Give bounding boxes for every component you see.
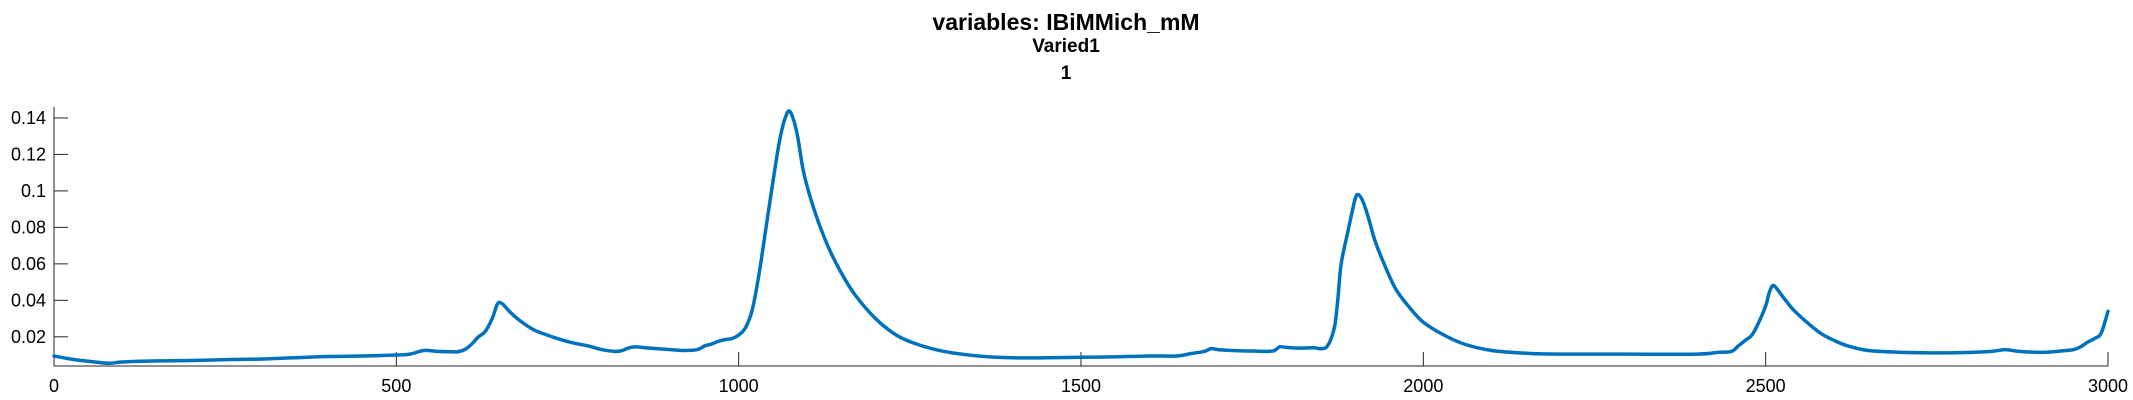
y-ticks: 0.02 0.04 0.06 0.08 0.1 0.12 0.14	[11, 108, 68, 347]
x-tick-label: 3000	[2088, 376, 2128, 396]
x-tick-label: 1500	[1061, 376, 1101, 396]
y-tick-label: 0.02	[11, 327, 46, 347]
x-ticks: 0 500 1000 1500 2000 2500 3000	[49, 352, 2128, 396]
chart-subtitle-2: 1	[1061, 63, 1072, 84]
series-line	[52, 109, 2110, 366]
axes	[53, 107, 2108, 367]
y-tick-label: 0.08	[11, 217, 46, 237]
x-tick-label: 2000	[1403, 376, 1443, 396]
series-layer	[52, 109, 2110, 366]
y-tick-label: 0.1	[21, 181, 46, 201]
chart-title: variables: IBiMMich_mM	[932, 9, 1199, 35]
y-tick-label: 0.04	[11, 290, 46, 310]
x-tick-label: 500	[381, 376, 411, 396]
y-tick-label: 0.06	[11, 254, 46, 274]
y-tick-label: 0.12	[11, 144, 46, 164]
chart-subtitle: Varied1	[1032, 36, 1100, 57]
x-tick-label: 2500	[1746, 376, 1786, 396]
x-tick-label: 0	[49, 376, 59, 396]
x-tick-label: 1000	[719, 376, 759, 396]
y-tick-label: 0.14	[11, 108, 46, 128]
